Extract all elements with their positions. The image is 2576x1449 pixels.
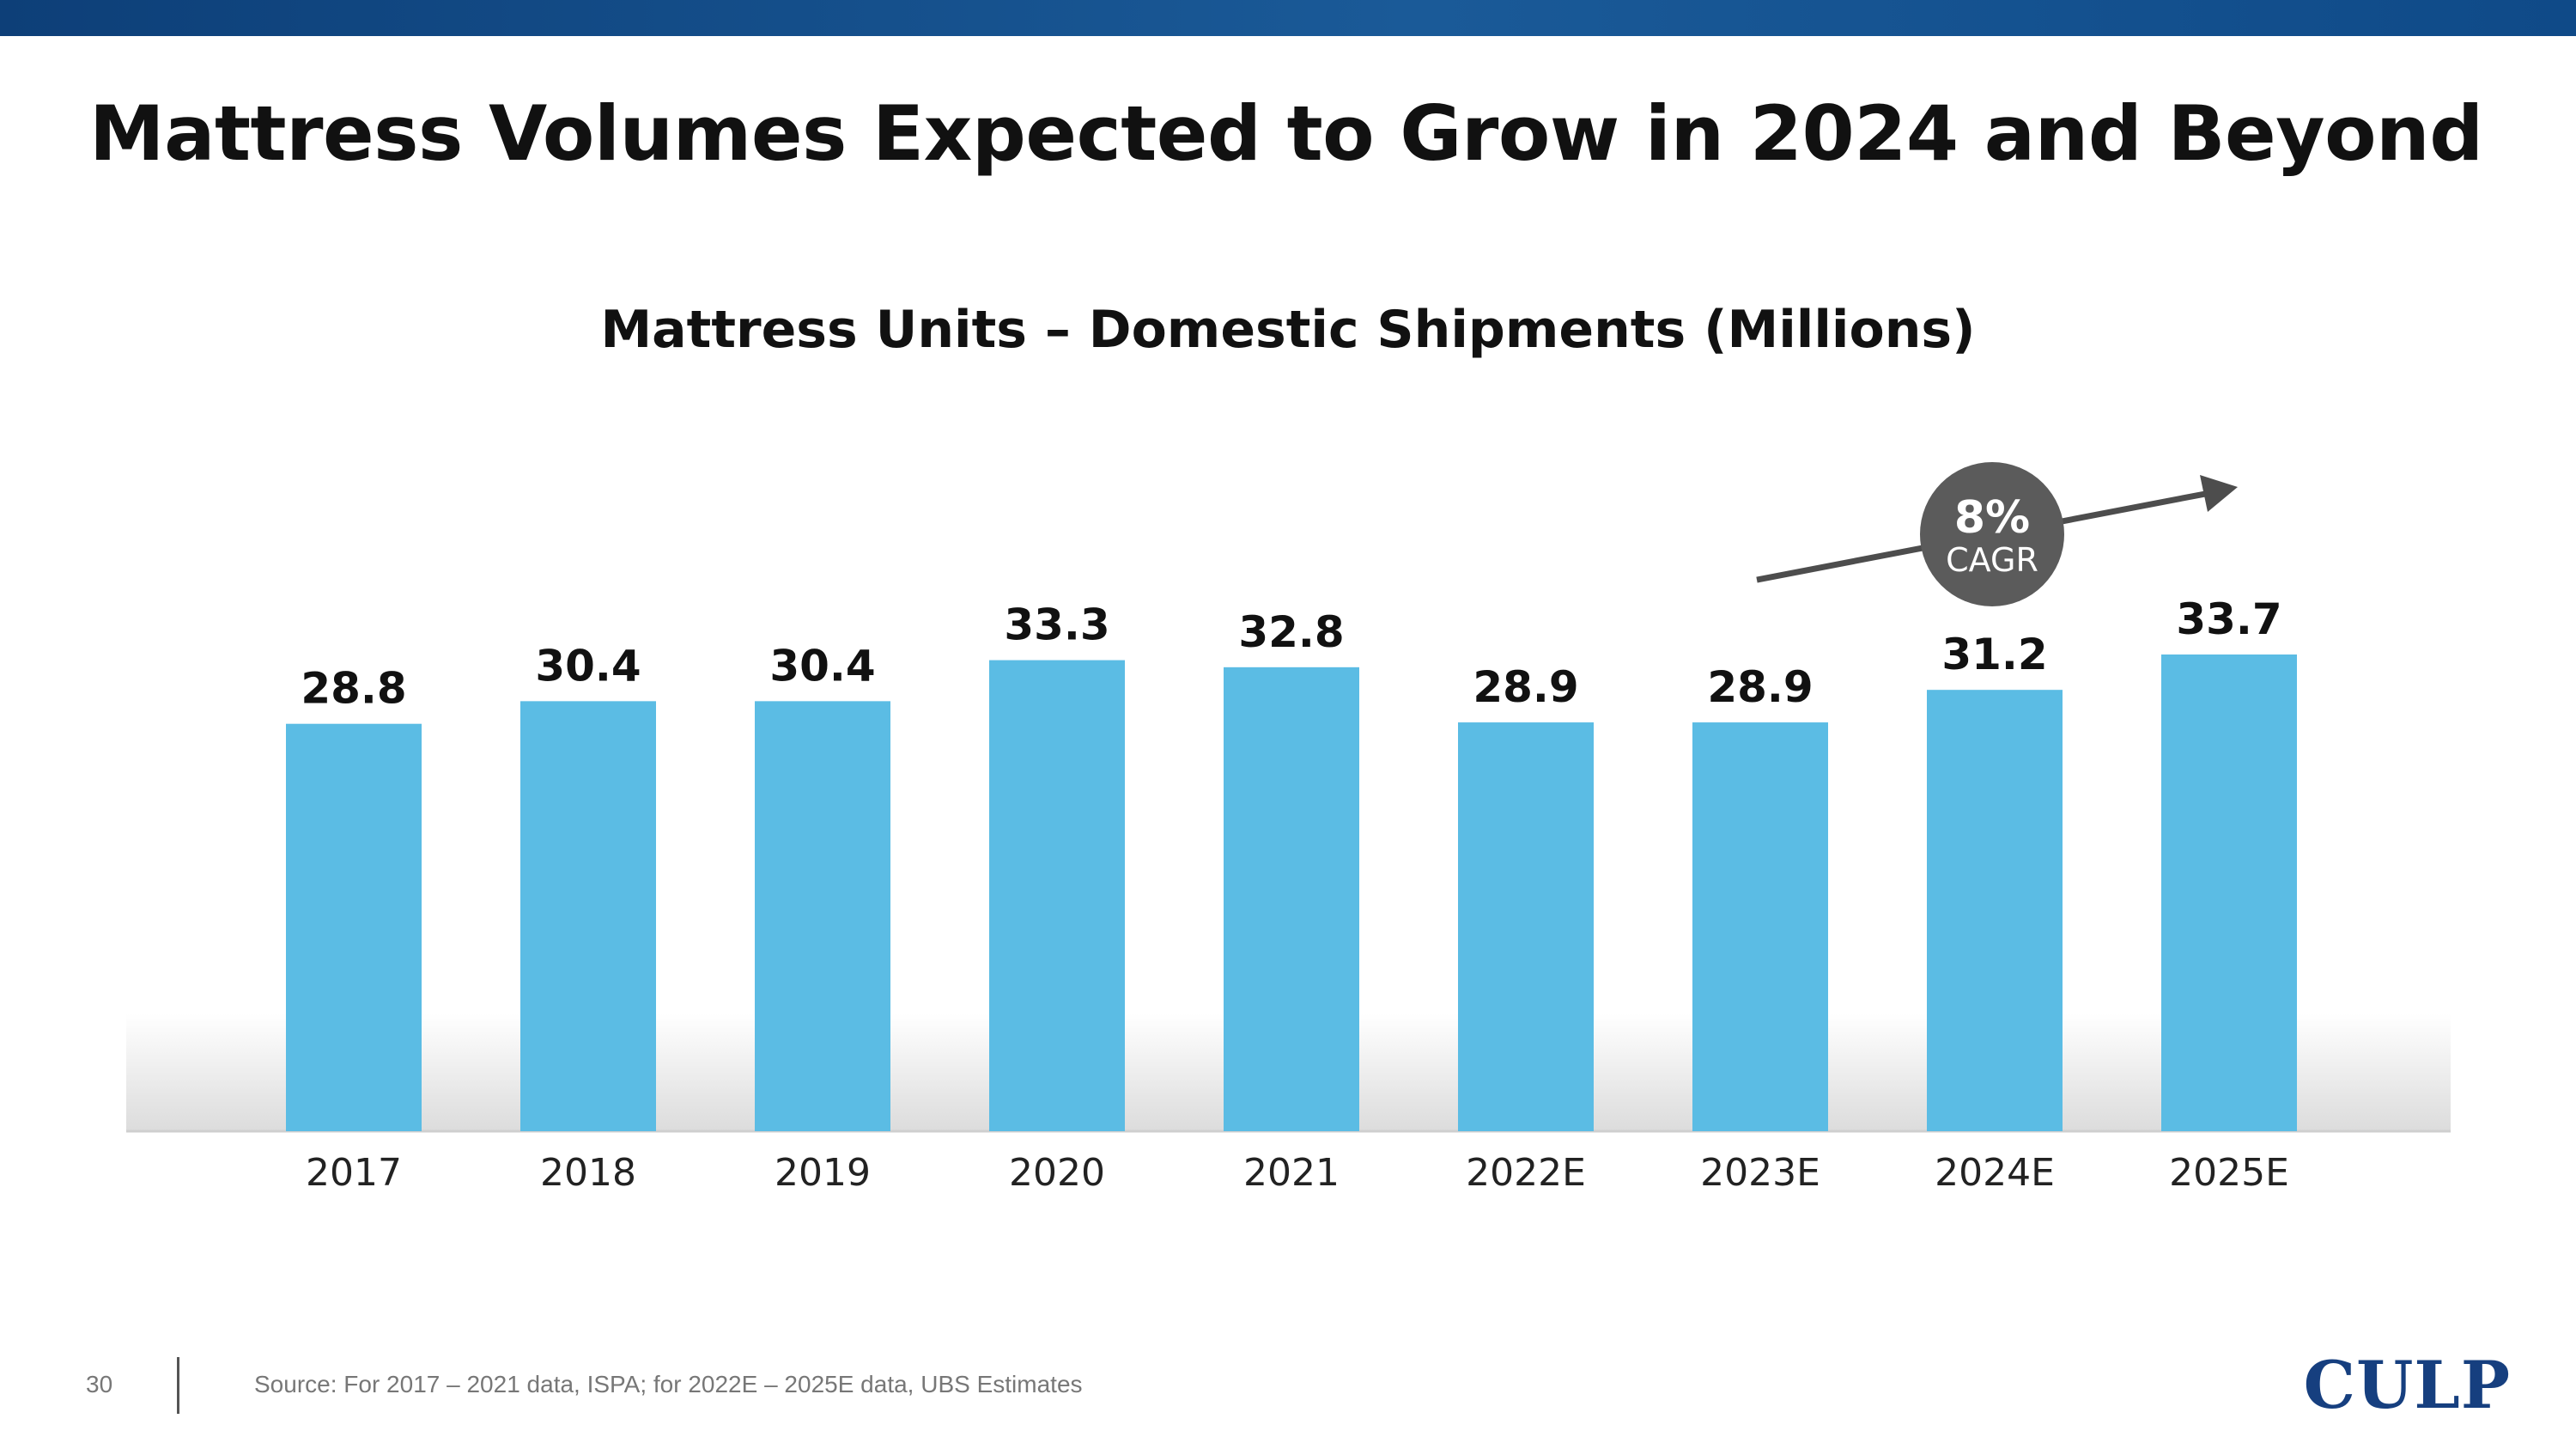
chart-title: Mattress Units – Domestic Shipments (Mil…	[600, 300, 1975, 360]
slide-title: Mattress Volumes Expected to Grow in 202…	[89, 89, 2483, 178]
data-label-2017: 28.8	[301, 664, 406, 714]
x-tick-label-2022E: 2022E	[1466, 1151, 1586, 1195]
bar-2017	[286, 723, 422, 1131]
data-label-2022E: 28.9	[1473, 662, 1578, 712]
footer-divider	[177, 1357, 179, 1414]
x-tick-label-2023E: 2023E	[1700, 1151, 1820, 1195]
x-tick-label-2021: 2021	[1243, 1151, 1340, 1195]
x-tick-label-2017: 2017	[306, 1151, 402, 1195]
bar-2018	[520, 701, 656, 1131]
x-tick-label-2019: 2019	[775, 1151, 871, 1195]
cagr-arrowhead-icon	[2200, 475, 2238, 512]
data-label-2021: 32.8	[1238, 607, 1344, 657]
bar-2022E	[1458, 722, 1594, 1131]
bar-2021	[1224, 667, 1359, 1131]
page-number: 30	[86, 1371, 113, 1397]
cagr-annotation: 8% CAGR	[1756, 462, 2238, 606]
top-band	[0, 0, 2576, 36]
bar-2023E	[1692, 722, 1828, 1131]
x-tick-label-2020: 2020	[1009, 1151, 1105, 1195]
data-label-2020: 33.3	[1004, 600, 1109, 650]
culp-logo: CULP	[2303, 1347, 2511, 1423]
x-tick-label-2018: 2018	[540, 1151, 636, 1195]
x-tick-label-2024E: 2024E	[1935, 1151, 2055, 1195]
data-label-2019: 30.4	[769, 641, 875, 691]
bar-2024E	[1927, 690, 2063, 1131]
x-tick-label-2025E: 2025E	[2169, 1151, 2289, 1195]
cagr-circle	[1920, 462, 2064, 606]
bar-2020	[989, 660, 1125, 1131]
bar-2019	[755, 701, 890, 1131]
data-label-2023E: 28.9	[1707, 662, 1813, 712]
data-label-2018: 30.4	[535, 641, 641, 691]
data-label-2025E: 33.7	[2176, 594, 2281, 644]
data-label-2024E: 31.2	[1941, 630, 2047, 679]
cagr-value: 8%	[1954, 492, 2030, 544]
bar-2025E	[2161, 654, 2297, 1131]
source-note: Source: For 2017 – 2021 data, ISPA; for …	[254, 1371, 1083, 1397]
cagr-label: CAGR	[1946, 541, 2038, 579]
